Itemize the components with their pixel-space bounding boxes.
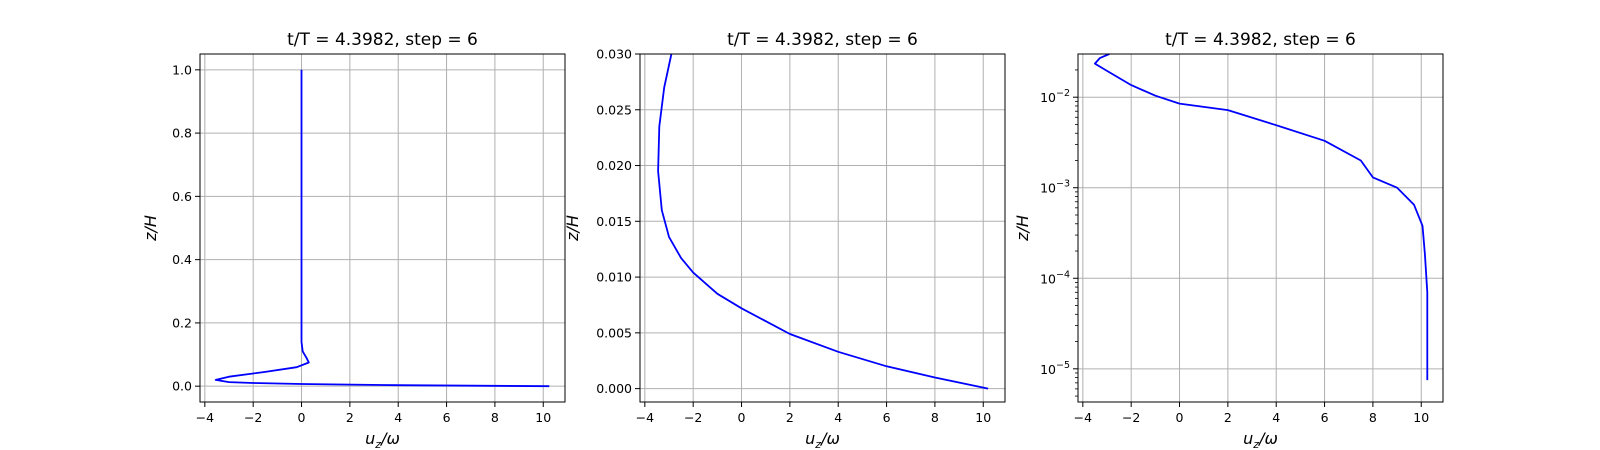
chart-title: t/T = 4.3982, step = 6 [727, 30, 918, 50]
x-tick-label: 4 [834, 410, 842, 425]
axes-frame [1077, 53, 1444, 403]
y-tick-label: 10−4 [1040, 269, 1070, 286]
x-tick-label: 8 [1369, 410, 1377, 425]
y-tick-label: 10−2 [1040, 88, 1070, 105]
y-axis-label: z/H [563, 215, 582, 242]
x-tick-label: 2 [346, 410, 354, 425]
series-line-1 [657, 53, 989, 390]
x-tick-label: 4 [1272, 410, 1280, 425]
y-tick-label: 0.015 [596, 214, 632, 229]
x-tick-label: 4 [394, 410, 402, 425]
x-axis-label: uz/ω [805, 429, 840, 450]
x-tick-label: 0 [298, 410, 306, 425]
y-tick-label: 0.030 [596, 47, 632, 62]
chart-panel-1: −4 −2 0 2 4 6 8 10 0.0 0.2 0.4 0.6 0.8 1.0 t/T = 4.398… [141, 30, 566, 450]
y-tick-label: 0.005 [596, 325, 632, 340]
x-axis-label: uz/ω [365, 429, 400, 450]
y-axis-label: z/H [141, 215, 160, 242]
x-tick-label: 10 [975, 410, 991, 425]
chart-panel-3: −4 −2 0 2 4 6 8 10 10−5 10−4 10−3 10−2 t/T = 4.3982,… [1013, 30, 1444, 450]
x-tick-label: −4 [636, 410, 654, 425]
x-tick-label: 8 [491, 410, 499, 425]
axes-frame [199, 53, 566, 403]
x-tick-label: 10 [1413, 410, 1429, 425]
y-axis-label: z/H [1013, 215, 1032, 242]
y-tick-label: 1.0 [172, 62, 192, 77]
y-tick-label: 0.025 [596, 102, 632, 117]
x-axis-label: uz/ω [1243, 429, 1278, 450]
y-tick-label: 0.010 [596, 270, 632, 285]
chart-panel-2: −4 −2 0 2 4 6 8 10 0.000 0.005 0.010 0.015 0.020 0.02… [563, 30, 1006, 450]
x-tick-label: −2 [684, 410, 702, 425]
chart-title: t/T = 4.3982, step = 6 [287, 30, 478, 50]
chart-title: t/T = 4.3982, step = 6 [1165, 30, 1356, 50]
x-tick-label: 0 [1176, 410, 1184, 425]
x-tick-label: 2 [786, 410, 794, 425]
axes-frame [639, 53, 1006, 403]
x-tick-label: 10 [535, 410, 551, 425]
y-tick-label: 0.4 [172, 252, 192, 267]
y-tick-label: 0.8 [172, 126, 192, 141]
x-tick-label: 6 [883, 410, 891, 425]
x-tick-label: 2 [1224, 410, 1232, 425]
series-line-1 [214, 69, 550, 388]
x-tick-label: 6 [443, 410, 451, 425]
series-line-1 [1094, 53, 1429, 381]
y-tick-label: 0.2 [172, 315, 192, 330]
x-tick-label: −4 [1074, 410, 1092, 425]
x-tick-label: 6 [1321, 410, 1329, 425]
y-tick-label: 0.6 [172, 189, 192, 204]
y-tick-label: 10−3 [1040, 179, 1070, 196]
x-tick-label: 8 [931, 410, 939, 425]
y-tick-label: 0.020 [596, 158, 632, 173]
x-tick-label: −4 [196, 410, 214, 425]
x-tick-label: −2 [1122, 410, 1140, 425]
y-tick-label: 0.0 [172, 379, 192, 394]
y-tick-label: 10−5 [1040, 360, 1070, 377]
x-tick-label: −2 [244, 410, 262, 425]
x-tick-label: 0 [738, 410, 746, 425]
y-tick-label: 0.000 [596, 381, 632, 396]
